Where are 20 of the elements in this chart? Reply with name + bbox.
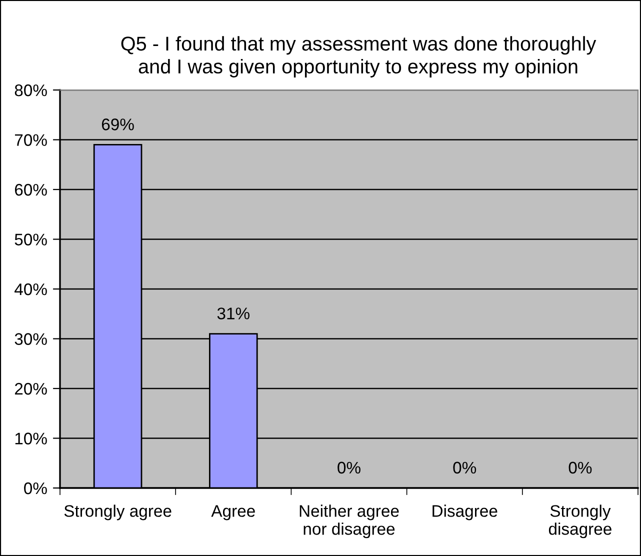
x-tick-label: Disagree [432,504,498,520]
data-label: 31% [217,308,250,320]
x-tick-label: Strongly disagree [548,504,612,538]
x-tick-label: Strongly agree [64,504,172,520]
chart-title: Q5 - I found that my assessment was done thoroughly and I was given opportunity to express my opinion [121,36,596,78]
y-tick-label: 10% [15,432,47,444]
y-tick-label: 30% [14,333,47,345]
x-tick-label: Neither agree nor disagree [300,504,399,538]
data-label: 69% [102,118,134,130]
y-tick-label: 40% [14,283,47,296]
data-label: 0% [338,462,360,474]
y-tick-label: 60% [14,184,47,196]
y-tick-label: 50% [14,234,47,246]
y-tick-label: 70% [14,134,47,146]
y-tick-label: 0% [24,482,47,494]
y-tick-label: 20% [14,382,47,395]
data-label: 0% [453,462,476,474]
y-tick-label: 80% [14,84,47,96]
data-label: 0% [568,462,592,474]
x-tick-label: Agree [211,505,255,520]
